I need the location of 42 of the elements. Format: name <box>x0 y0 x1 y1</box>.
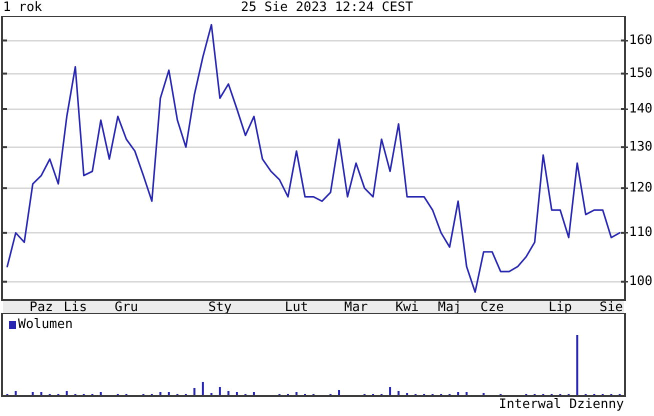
y-tick-label: 160 <box>629 32 652 48</box>
x-tick-label: Lut <box>284 300 308 316</box>
bar <box>338 390 340 395</box>
x-tick-label: Mar <box>344 300 368 316</box>
bar <box>227 390 230 395</box>
chart-title: 1 rok <box>3 0 42 16</box>
y-tick-label: 150 <box>629 66 652 82</box>
text: Interwal Dzienny <box>498 397 624 413</box>
y-tick-label: 100 <box>629 274 652 290</box>
bar <box>100 392 102 395</box>
bar <box>398 390 400 395</box>
y-tick-label: 120 <box>629 180 652 196</box>
bar <box>193 388 196 395</box>
x-tick-label: Gru <box>114 300 138 316</box>
bar <box>295 392 298 395</box>
x-tick-label: Maj <box>438 300 462 316</box>
bar <box>576 335 578 395</box>
x-tick-label: Lip <box>548 300 572 316</box>
y-tick-label: 130 <box>629 139 652 154</box>
y-tick-label: 140 <box>629 101 652 116</box>
bar <box>66 390 68 395</box>
bar <box>40 392 42 395</box>
bar <box>466 392 468 395</box>
bar <box>14 390 17 395</box>
chart-subtitle: 25 Sie 2023 12:24 CEST <box>240 0 414 16</box>
bar <box>202 382 204 395</box>
bar <box>168 392 170 395</box>
bar <box>218 387 221 395</box>
bar <box>236 392 238 395</box>
bar <box>389 387 392 395</box>
bar <box>457 392 460 395</box>
x-tick-label: Cze <box>480 300 504 316</box>
x-tick-label: Sie <box>600 300 624 316</box>
bar <box>32 392 34 395</box>
x-tick-label: Sty <box>208 300 232 316</box>
legend-label: Wolumen <box>18 317 73 332</box>
bar <box>252 392 255 395</box>
x-tick-label: Kwi <box>395 300 419 316</box>
bar <box>159 392 162 395</box>
x-tick-label: Lis <box>64 300 88 316</box>
y-tick-label: 110 <box>629 225 652 240</box>
x-tick-label: Paz <box>30 300 54 316</box>
